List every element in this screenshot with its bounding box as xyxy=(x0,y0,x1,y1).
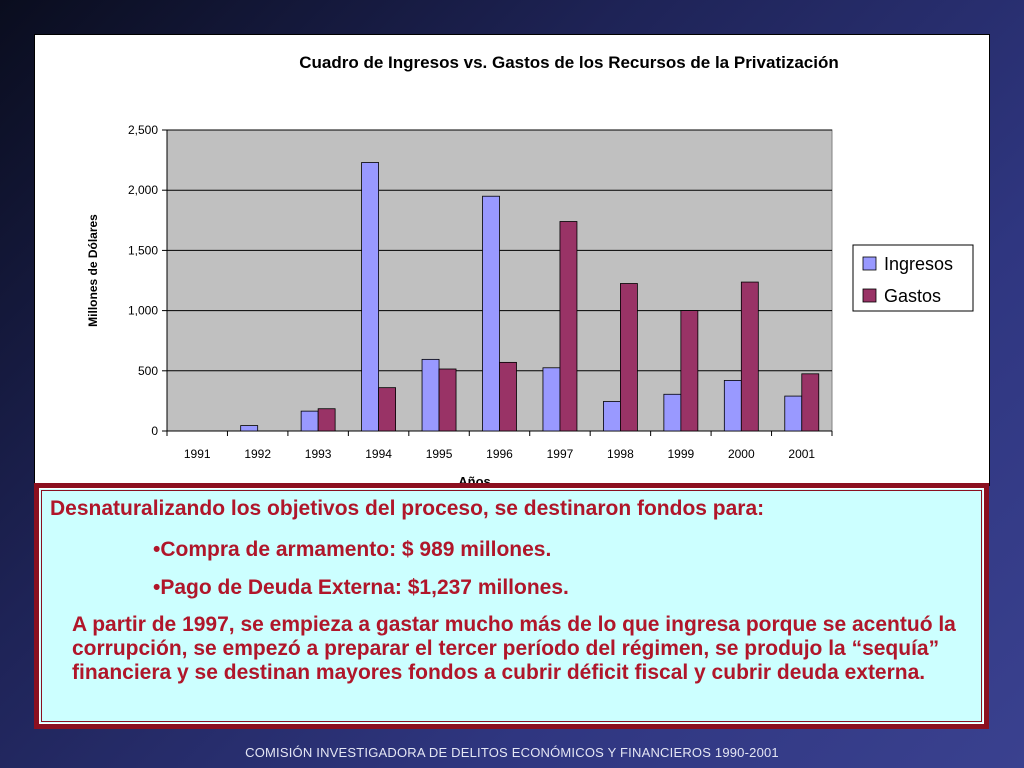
note-heading: Desnaturalizando los objetivos del proce… xyxy=(50,497,765,520)
y-tick-label: 2,000 xyxy=(128,183,158,197)
bar-ingresos-1993 xyxy=(300,410,319,432)
bar-ingresos-1998 xyxy=(603,401,621,432)
chart-title: Cuadro de Ingresos vs. Gastos de los Rec… xyxy=(299,53,838,72)
legend-swatch-ingresos xyxy=(862,256,877,271)
bar-gastos-1993 xyxy=(317,408,336,432)
bar-ingresos-1997 xyxy=(542,367,561,432)
y-tick-label: 1,500 xyxy=(128,243,158,257)
y-tick-label: 0 xyxy=(151,424,158,438)
x-tick-label: 1999 xyxy=(668,447,695,461)
footer: COMISIÓN INVESTIGADORA DE DELITOS ECONÓM… xyxy=(245,745,779,760)
bar-ingresos-1999 xyxy=(663,393,682,432)
bar-ingresos-1996 xyxy=(482,195,500,432)
bar-ingresos-1992 xyxy=(240,425,259,432)
x-tick-label: 2001 xyxy=(788,447,815,461)
x-tick-label: 1995 xyxy=(426,447,453,461)
bar-gastos-2000 xyxy=(740,281,759,432)
legend-label-ingresos: Ingresos xyxy=(884,254,953,274)
bar-gastos-1999 xyxy=(680,310,699,432)
y-axis-label: Millones de Dólares xyxy=(86,214,100,327)
note-bullet-deuda: •Pago de Deuda Externa: $1,237 millones. xyxy=(153,576,569,599)
note-paragraph: A partir de 1997, se empieza a gastar mu… xyxy=(72,613,956,684)
x-tick-label: 1994 xyxy=(365,447,392,461)
bar-ingresos-1994 xyxy=(361,162,379,432)
x-tick-label: 1997 xyxy=(547,447,574,461)
x-tick-label: 2000 xyxy=(728,447,755,461)
legend-swatch-gastos xyxy=(862,288,877,303)
x-tick-label: 1996 xyxy=(486,447,513,461)
bar-ingresos-2001 xyxy=(784,395,803,432)
x-tick-label: 1998 xyxy=(607,447,634,461)
bar-gastos-1997 xyxy=(559,221,578,432)
legend-label-gastos: Gastos xyxy=(884,286,941,306)
bar-gastos-1996 xyxy=(499,361,517,432)
bar-ingresos-2000 xyxy=(723,380,742,432)
bar-gastos-1998 xyxy=(620,283,638,432)
bar-chart: Cuadro de Ingresos vs. Gastos de los Rec… xyxy=(86,53,974,487)
chart-panel: Cuadro de Ingresos vs. Gastos de los Rec… xyxy=(34,34,990,487)
x-tick-label: 1991 xyxy=(184,447,211,461)
y-tick-label: 1,000 xyxy=(128,304,158,318)
note-bullet-armamento: •Compra de armamento: $ 989 millones. xyxy=(153,538,552,561)
bar-gastos-2001 xyxy=(801,373,820,432)
y-tick-label: 2,500 xyxy=(128,123,158,137)
note-box: Desnaturalizando los objetivos del proce… xyxy=(34,483,989,729)
bar-gastos-1994 xyxy=(378,387,396,432)
y-tick-label: 500 xyxy=(138,364,158,378)
note-inner: Desnaturalizando los objetivos del proce… xyxy=(39,488,984,724)
x-tick-label: 1993 xyxy=(305,447,332,461)
x-tick-label: 1992 xyxy=(244,447,271,461)
bar-ingresos-1995 xyxy=(421,358,440,432)
bar-gastos-1995 xyxy=(438,368,457,432)
